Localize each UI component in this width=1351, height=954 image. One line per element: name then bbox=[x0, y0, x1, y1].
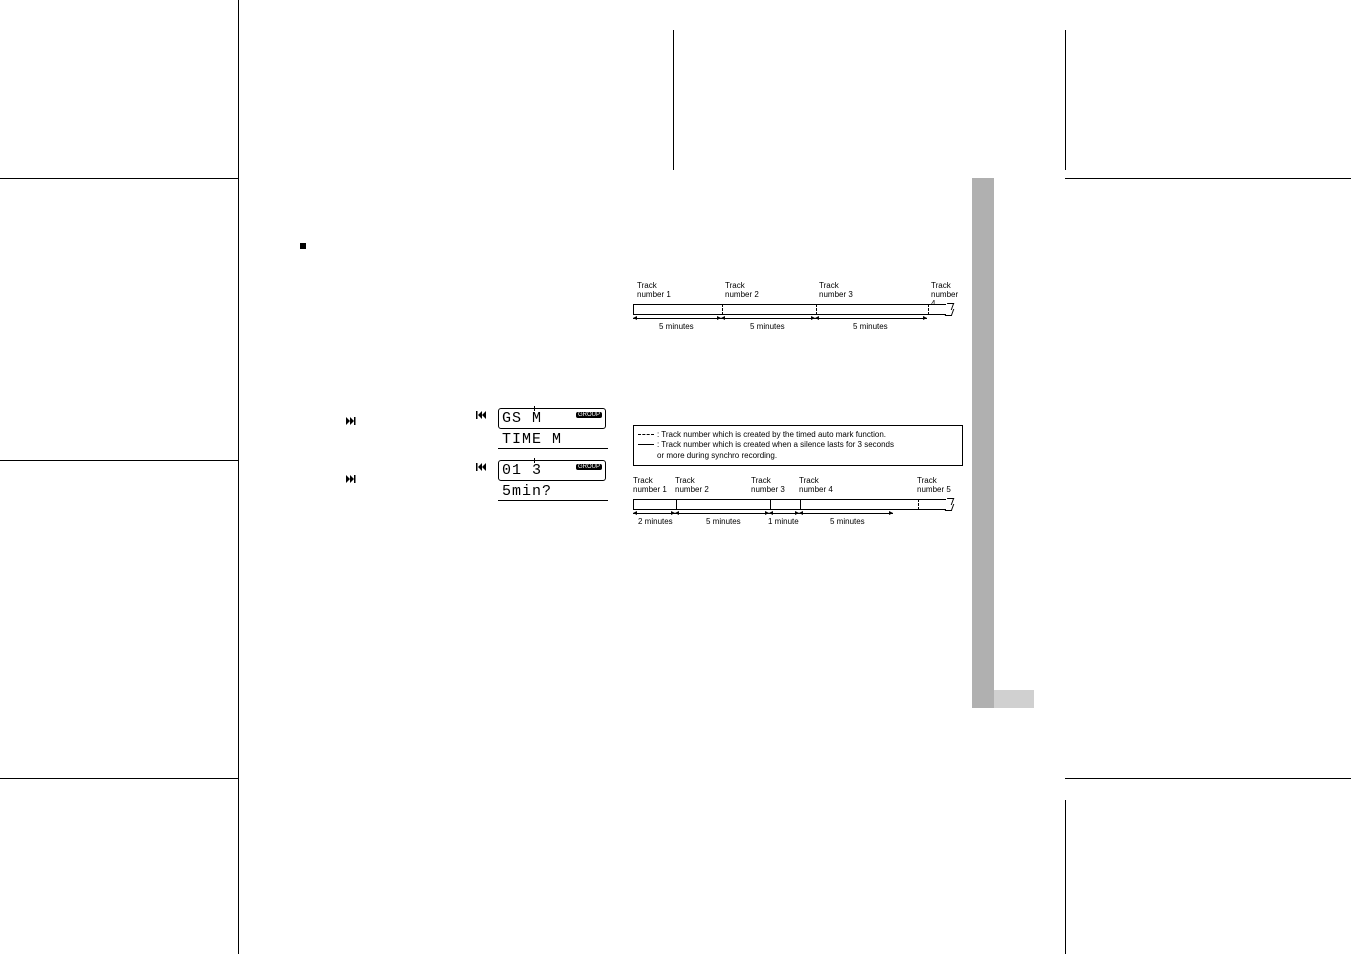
rule-mid-left bbox=[0, 460, 238, 461]
legend-text: : Track number which is created when a s… bbox=[657, 440, 894, 449]
track-label: Tracknumber 3 bbox=[819, 282, 853, 300]
arrow-segment bbox=[721, 318, 815, 319]
minutes-label: 1 minute bbox=[768, 517, 799, 526]
minutes-label: 5 minutes bbox=[750, 322, 785, 331]
lcd-display-1: GS M GROUP bbox=[498, 408, 606, 429]
minutes-label: 5 minutes bbox=[853, 322, 888, 331]
rule-top-right bbox=[1065, 178, 1351, 179]
left-column bbox=[300, 240, 630, 400]
diagram-1: Tracknumber 1Tracknumber 2Tracknumber 3T… bbox=[633, 282, 963, 334]
arrow-segment bbox=[633, 513, 675, 514]
minutes-label: 2 minutes bbox=[638, 517, 673, 526]
divider-dash bbox=[918, 499, 919, 510]
divider-dash bbox=[722, 304, 723, 315]
legend-box: : Track number which is created by the t… bbox=[633, 425, 963, 466]
stub-top-left bbox=[673, 30, 674, 170]
arrow-segment bbox=[815, 318, 927, 319]
tab-bar bbox=[972, 178, 994, 708]
stub-bottom-right bbox=[1065, 800, 1066, 954]
skip-forward-icon bbox=[346, 417, 360, 427]
bullet-square-icon bbox=[300, 243, 306, 249]
page-divider bbox=[238, 0, 239, 954]
track-label: Tracknumber 5 bbox=[917, 477, 951, 495]
rule-bottom-left bbox=[0, 778, 238, 779]
break-icon bbox=[946, 498, 952, 511]
track-label: Tracknumber 2 bbox=[675, 477, 709, 495]
legend-text: : Track number which is created by the t… bbox=[657, 430, 886, 439]
arrow-segment bbox=[769, 513, 799, 514]
arrow-segment bbox=[799, 513, 893, 514]
track-bar bbox=[633, 499, 951, 510]
stub-top-right bbox=[1065, 30, 1066, 170]
tab-marker bbox=[994, 690, 1034, 708]
legend-dash-icon bbox=[638, 434, 654, 435]
divider-dash bbox=[928, 304, 929, 315]
group-badge: GROUP bbox=[576, 412, 602, 418]
track-bar bbox=[633, 304, 951, 315]
legend-text: or more during synchro recording. bbox=[657, 451, 777, 460]
skip-back-icon bbox=[476, 463, 490, 473]
divider-solid bbox=[800, 499, 801, 510]
arrow-segment bbox=[633, 318, 721, 319]
track-label: Tracknumber 1 bbox=[633, 477, 667, 495]
lcd-display-2: 01 3 GROUP bbox=[498, 460, 606, 481]
arrow-segment bbox=[675, 513, 769, 514]
diagram-2: Tracknumber 1 Tracknumber 2 Tracknumber 3 T… bbox=[633, 477, 963, 529]
minutes-label: 5 minutes bbox=[830, 517, 865, 526]
track-label: Tracknumber 2 bbox=[725, 282, 759, 300]
lcd-subtext: TIME M bbox=[498, 431, 608, 449]
skip-back-icon bbox=[476, 411, 490, 421]
track-label: Tracknumber 1 bbox=[637, 282, 671, 300]
divider-solid bbox=[676, 499, 677, 510]
track-label: Tracknumber 3 bbox=[751, 477, 785, 495]
legend-solid-icon bbox=[638, 444, 654, 461]
rule-bottom-right bbox=[1065, 778, 1351, 779]
track-label: Tracknumber 4 bbox=[799, 477, 833, 495]
divider-solid bbox=[770, 499, 771, 510]
break-icon bbox=[946, 303, 952, 316]
group-badge: GROUP bbox=[576, 464, 602, 470]
lcd-subtext: 5min? bbox=[498, 483, 608, 501]
skip-forward-icon bbox=[346, 475, 360, 485]
lcd-text: GS M bbox=[502, 410, 542, 427]
lcd-text: 01 3 bbox=[502, 462, 542, 479]
divider-dash bbox=[816, 304, 817, 315]
minutes-label: 5 minutes bbox=[659, 322, 694, 331]
rule-top-left bbox=[0, 178, 238, 179]
minutes-label: 5 minutes bbox=[706, 517, 741, 526]
